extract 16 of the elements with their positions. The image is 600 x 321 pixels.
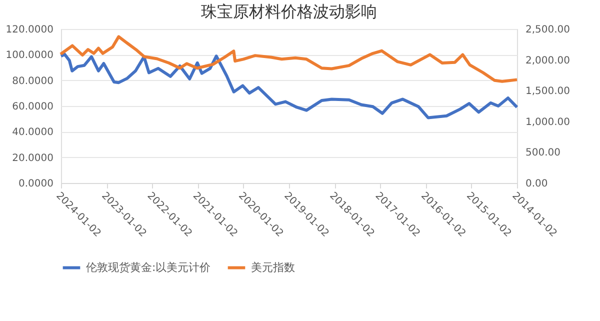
y-tick-label: 120.0000 [6,24,54,36]
y-tick-label: 40.0000 [12,127,54,138]
y2-tick-label: 0.00 [526,178,548,190]
y2-tick-label: 1,000.00 [526,116,570,128]
chart-title: 珠宝原材料价格波动影响 [201,2,377,21]
y2-tick-label: 500.00 [526,148,560,159]
y-tick-label: 100.0000 [6,50,54,62]
y-tick-label: 0.0000 [18,178,54,190]
y2-tick-label: 2,500.00 [526,24,570,36]
y2-tick-label: 1,500.00 [526,86,570,98]
y-tick-label: 20.0000 [12,152,54,164]
legend-label: 美元指数 [251,260,295,274]
legend-label: 伦敦现货黄金:以美元计价 [86,260,211,274]
y-tick-label: 80.0000 [12,76,54,87]
y-tick-label: 60.0000 [12,102,54,112]
y2-tick-label: 2,000.00 [526,55,570,66]
